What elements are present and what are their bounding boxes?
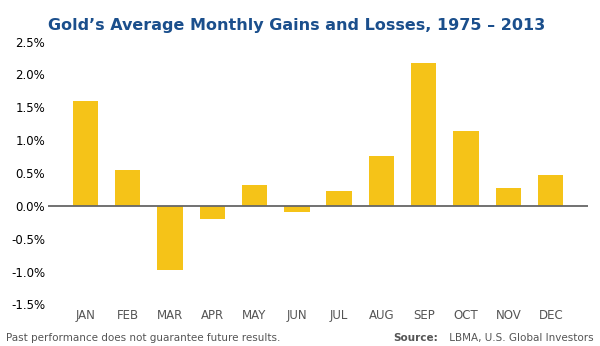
Text: Source:: Source: [393,333,438,343]
Bar [115,170,140,206]
Bar [411,63,436,206]
Text: Past performance does not guarantee future results.: Past performance does not guarantee futu… [6,333,280,343]
Bar [157,206,182,270]
Bar [284,206,310,212]
Text: Gold’s Average Monthly Gains and Losses, 1975 – 2013: Gold’s Average Monthly Gains and Losses,… [48,18,545,34]
Bar [538,175,563,206]
Bar [242,185,267,206]
Bar [369,156,394,206]
Text: LBMA, U.S. Global Investors: LBMA, U.S. Global Investors [446,333,594,343]
Bar [496,188,521,206]
Bar [454,131,479,206]
Bar [326,191,352,206]
Bar [200,206,225,219]
Bar [73,101,98,206]
